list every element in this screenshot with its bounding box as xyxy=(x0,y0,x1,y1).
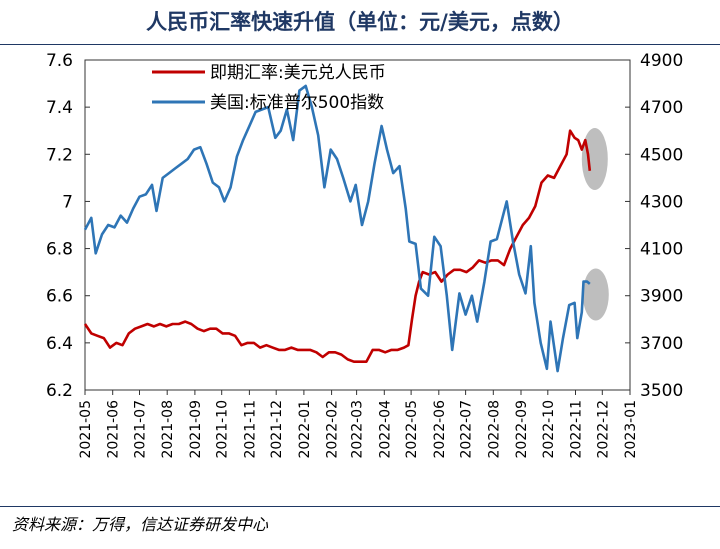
x-tick-label: 2021-07 xyxy=(133,400,149,459)
chart-title: 人民币汇率快速升值（单位：元/美元，点数） xyxy=(146,9,574,34)
x-tick-label: 2022-02 xyxy=(325,400,341,459)
usdcny-series-line xyxy=(83,129,592,363)
x-tick-label: 2022-07 xyxy=(459,400,475,459)
left-tick-label: 7.2 xyxy=(46,145,73,165)
spx-highlight-ellipse xyxy=(582,268,609,321)
legend-label: 即期汇率:美元兑人民币 xyxy=(210,63,386,83)
right-tick-label: 3700 xyxy=(640,334,683,354)
right-tick-label: 4100 xyxy=(640,240,683,260)
x-tick-label: 2022-10 xyxy=(541,400,557,459)
x-tick-label: 2022-06 xyxy=(432,400,448,459)
footer-rule xyxy=(0,506,720,507)
x-tick-label: 2022-08 xyxy=(486,400,502,459)
x-tick-label: 2021-10 xyxy=(215,400,231,459)
x-tick-label: 2021-08 xyxy=(160,400,176,459)
x-tick-label: 2022-12 xyxy=(595,400,611,459)
legend-label: 美国:标准普尔500指数 xyxy=(210,93,384,113)
x-tick-label: 2021-05 xyxy=(78,400,94,459)
highlight-ellipses xyxy=(581,128,609,321)
x-tick-label: 2022-04 xyxy=(377,400,393,459)
left-tick-label: 7.6 xyxy=(46,51,73,71)
x-tick-label: 2022-03 xyxy=(350,400,366,459)
x-tick-label: 2022-05 xyxy=(404,400,420,459)
right-axis: 3500 3700 3900 4100 4300 4500 4700 4900 xyxy=(625,51,683,401)
x-tick-label: 2022-01 xyxy=(297,400,313,459)
left-tick-label: 7.4 xyxy=(46,98,73,118)
right-tick-label: 4500 xyxy=(640,145,683,165)
left-tick-label: 6.4 xyxy=(46,334,73,354)
x-tick-label: 2021-12 xyxy=(269,400,285,459)
right-tick-label: 4300 xyxy=(640,192,683,212)
usdcny-highlight-ellipse xyxy=(581,128,608,190)
left-axis: 6.2 6.4 6.6 6.8 7 7.2 7.4 7.6 xyxy=(46,51,90,401)
x-tick-label: 2022-09 xyxy=(514,400,530,459)
source-note: 资料来源：万得，信达证券研发中心 xyxy=(12,515,269,534)
x-tick-label: 2021-06 xyxy=(106,400,122,459)
right-tick-label: 4700 xyxy=(640,98,683,118)
left-tick-label: 7 xyxy=(62,192,73,212)
line-chart: 6.2 6.4 6.6 6.8 7 7.2 7.4 7.6 3500 3700 3900 4100 4… xyxy=(46,51,683,459)
x-tick-label: 2022-11 xyxy=(569,400,585,459)
x-axis: 2021-05 2021-06 2021-07 2021-08 2021-09 2021-… xyxy=(78,390,639,459)
plot-frame xyxy=(84,59,631,391)
spx-series-line xyxy=(83,84,591,373)
x-tick-label: 2023-01 xyxy=(623,400,639,459)
x-tick-label: 2021-09 xyxy=(188,400,204,459)
right-tick-label: 4900 xyxy=(640,51,683,71)
left-tick-label: 6.8 xyxy=(46,240,73,260)
title-rule xyxy=(0,44,720,45)
series-layer xyxy=(83,84,592,373)
right-tick-label: 3500 xyxy=(640,381,683,401)
right-tick-label: 3900 xyxy=(640,287,683,307)
left-tick-label: 6.2 xyxy=(46,381,73,401)
x-tick-label: 2021-11 xyxy=(242,400,258,459)
left-tick-label: 6.6 xyxy=(46,287,73,307)
